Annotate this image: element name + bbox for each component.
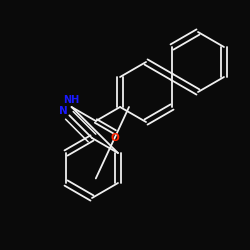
Text: N: N [59,106,68,116]
Text: NH: NH [64,95,80,105]
Text: O: O [110,133,119,143]
